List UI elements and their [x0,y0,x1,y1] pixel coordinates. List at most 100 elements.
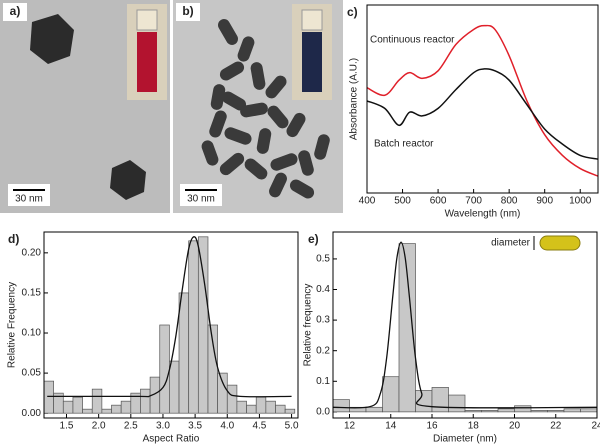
bar [62,400,74,414]
y-tick-label: 0.5 [316,254,330,265]
tem-image-a: a) 30 nm [0,0,170,213]
nanorods [201,19,330,199]
bar [382,376,400,413]
y-tick-label: 0.3 [316,315,330,326]
y-tick-label: 0.0 [316,407,330,418]
fit-curve [332,241,598,409]
x-tick-label: 2.5 [124,421,138,432]
bar [398,243,416,413]
y-tick-label: 0.05 [22,368,42,379]
rod [539,235,581,251]
x-tick-label: 20 [509,421,521,432]
bar [159,324,170,414]
bar [217,372,228,414]
bar [481,410,499,413]
panel-label: a) [10,4,21,18]
y-axis-label: Absorbance (A.U.) [349,58,360,140]
scale-label: 30 nm [15,194,43,205]
label-box [176,3,200,21]
bar [101,408,112,414]
series-label: Batch reactor [374,139,434,150]
bar [226,384,238,414]
y-tick-label: 0.1 [316,376,330,387]
x-tick-label: 800 [501,196,518,207]
bar [514,405,532,413]
x-tick-label: 500 [394,196,411,207]
series-label: Continuous reactor [370,35,455,46]
bar [72,396,83,414]
bar [246,404,257,414]
bar [497,408,515,413]
series-line [366,24,599,177]
bar [265,400,276,414]
plot-frame [43,231,299,419]
x-tick-label: 14 [385,421,397,432]
panel-label: c) [347,5,358,19]
bar [43,380,54,414]
y-tick-label: 0.20 [22,247,42,258]
x-axis-label: Diameter (nm) [433,434,497,445]
fit-curve [47,236,292,398]
x-tick-label: 5.0 [285,421,299,432]
x-tick-label: 900 [536,196,553,207]
annotation: diameter [491,238,531,249]
x-tick-label: 3.0 [156,421,170,432]
bar [236,400,247,414]
x-axis-label: Wavelength (nm) [445,209,521,220]
y-axis-label: Relative Frequency [7,282,18,368]
vial-cap [301,9,323,31]
bar [332,399,350,413]
x-tick-label: 12 [344,421,356,432]
panel-label: b) [182,4,193,18]
series-line [366,68,599,160]
plot-frame [366,4,599,194]
bar [431,387,449,413]
bar [197,236,209,414]
tem-image-b: b) 30 nm [173,0,343,213]
bar [547,410,565,413]
label-box [3,3,27,21]
x-axis-label: Aspect Ratio [143,434,200,445]
x-tick-label: 22 [550,421,562,432]
bar [82,408,93,414]
x-tick-label: 700 [465,196,482,207]
vial-solution [302,32,322,92]
x-tick-label: 3.5 [188,421,202,432]
particle [30,14,74,64]
bar [178,292,190,414]
y-axis-label: Relative frequency [303,284,314,367]
bar [580,408,598,413]
x-tick-label: 24 [591,421,600,432]
y-tick-label: 0.10 [22,328,42,339]
x-tick-label: 1000 [569,196,592,207]
x-tick-label: 4.5 [252,421,266,432]
bar [284,408,296,414]
bar [365,406,383,413]
bar [464,410,482,413]
bar [275,404,286,414]
panel-label: d) [8,232,19,246]
panel-label: e) [308,232,319,246]
vial-cap [136,9,158,31]
plot-frame [332,231,598,419]
bar [140,388,151,414]
rod-icon [533,235,581,251]
y-tick-label: 0.4 [316,284,330,295]
bar [169,360,180,414]
bar [188,240,199,414]
y-tick-label: 0.15 [22,288,42,299]
x-tick-label: 18 [468,421,480,432]
x-tick-label: 1.5 [60,421,74,432]
x-tick-label: 4.0 [220,421,234,432]
x-tick-label: 600 [430,196,447,207]
bar [207,324,218,414]
x-tick-label: 16 [426,421,438,432]
scale-label: 30 nm [187,194,215,205]
bar [120,400,132,414]
y-tick-label: 0.00 [22,408,42,419]
x-tick-label: 400 [359,196,376,207]
vial-solution [137,32,157,92]
y-tick-label: 0.2 [316,345,330,356]
bar [448,394,466,413]
